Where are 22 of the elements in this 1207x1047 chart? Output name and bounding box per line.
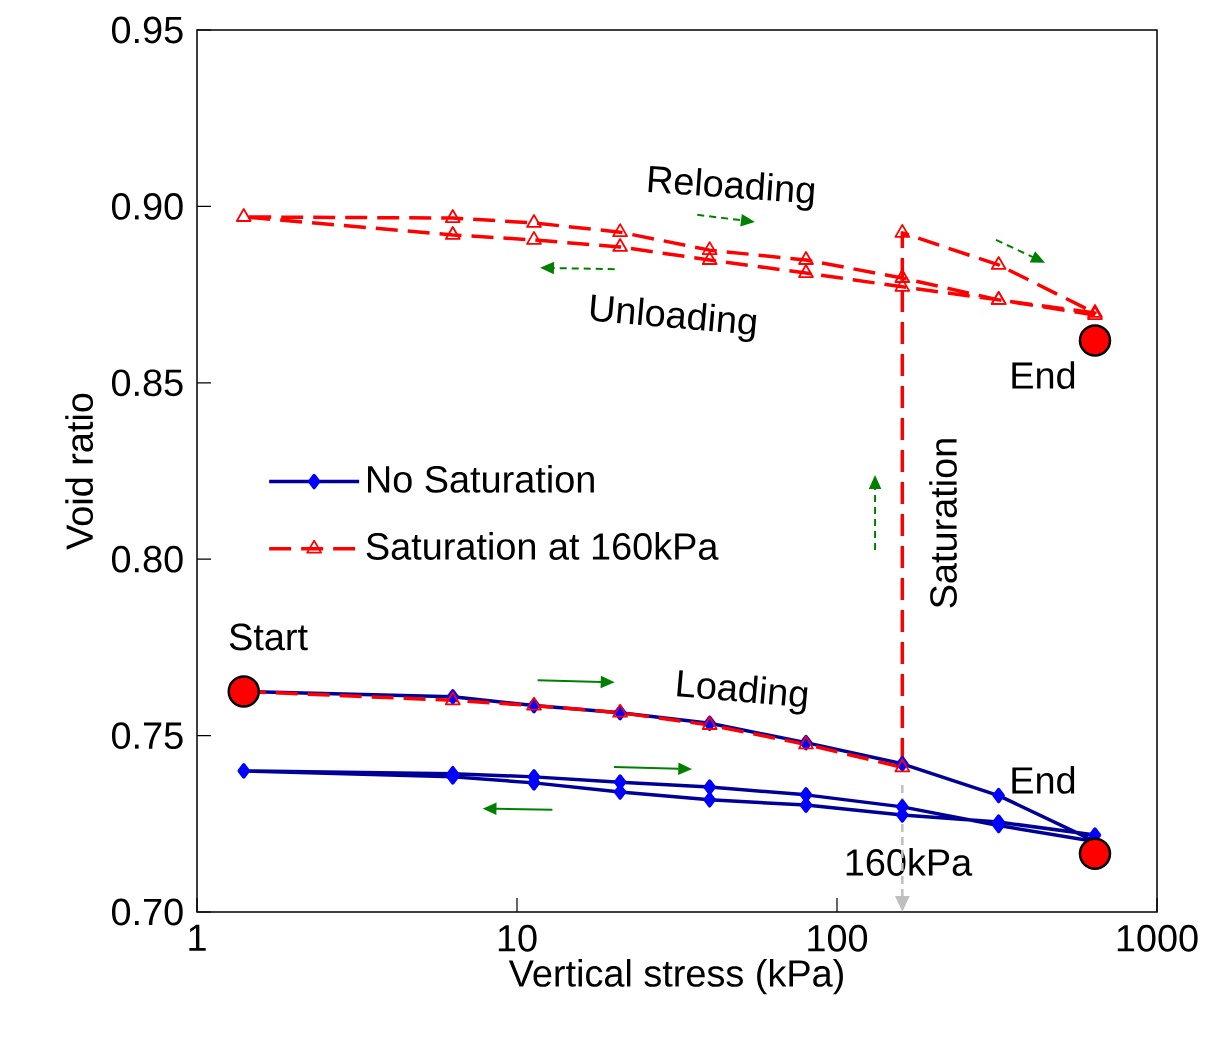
y-tick-label: 0.85 <box>111 369 183 397</box>
x-axis-title: Vertical stress (kPa) <box>508 959 843 995</box>
annotation: Saturation <box>929 439 957 608</box>
annotation: Reloading <box>648 166 815 211</box>
annotation: Start <box>229 623 308 651</box>
annotation: End <box>1012 361 1075 389</box>
annotation: Unloading <box>590 294 757 343</box>
legend-label: Saturation at 160kPa <box>366 532 719 560</box>
x-tick-label: 10 <box>498 924 537 952</box>
legend-label: No Saturation <box>368 464 594 493</box>
x-tick-label: 1000 <box>1117 924 1198 952</box>
annotation: End <box>1012 766 1075 794</box>
y-tick-label: 0.95 <box>111 16 183 44</box>
annotation: Loading <box>677 670 808 715</box>
y-tick-label: 0.90 <box>111 192 183 220</box>
x-tick-label: 100 <box>808 924 868 952</box>
y-tick-label: 0.80 <box>111 545 183 573</box>
x-tick-label: 1 <box>189 924 206 951</box>
y-tick-label: 0.75 <box>111 722 183 750</box>
annotation: 160kPa <box>846 848 973 876</box>
y-tick-label: 0.70 <box>111 898 183 926</box>
y-axis-title: Void ratio <box>65 393 94 550</box>
